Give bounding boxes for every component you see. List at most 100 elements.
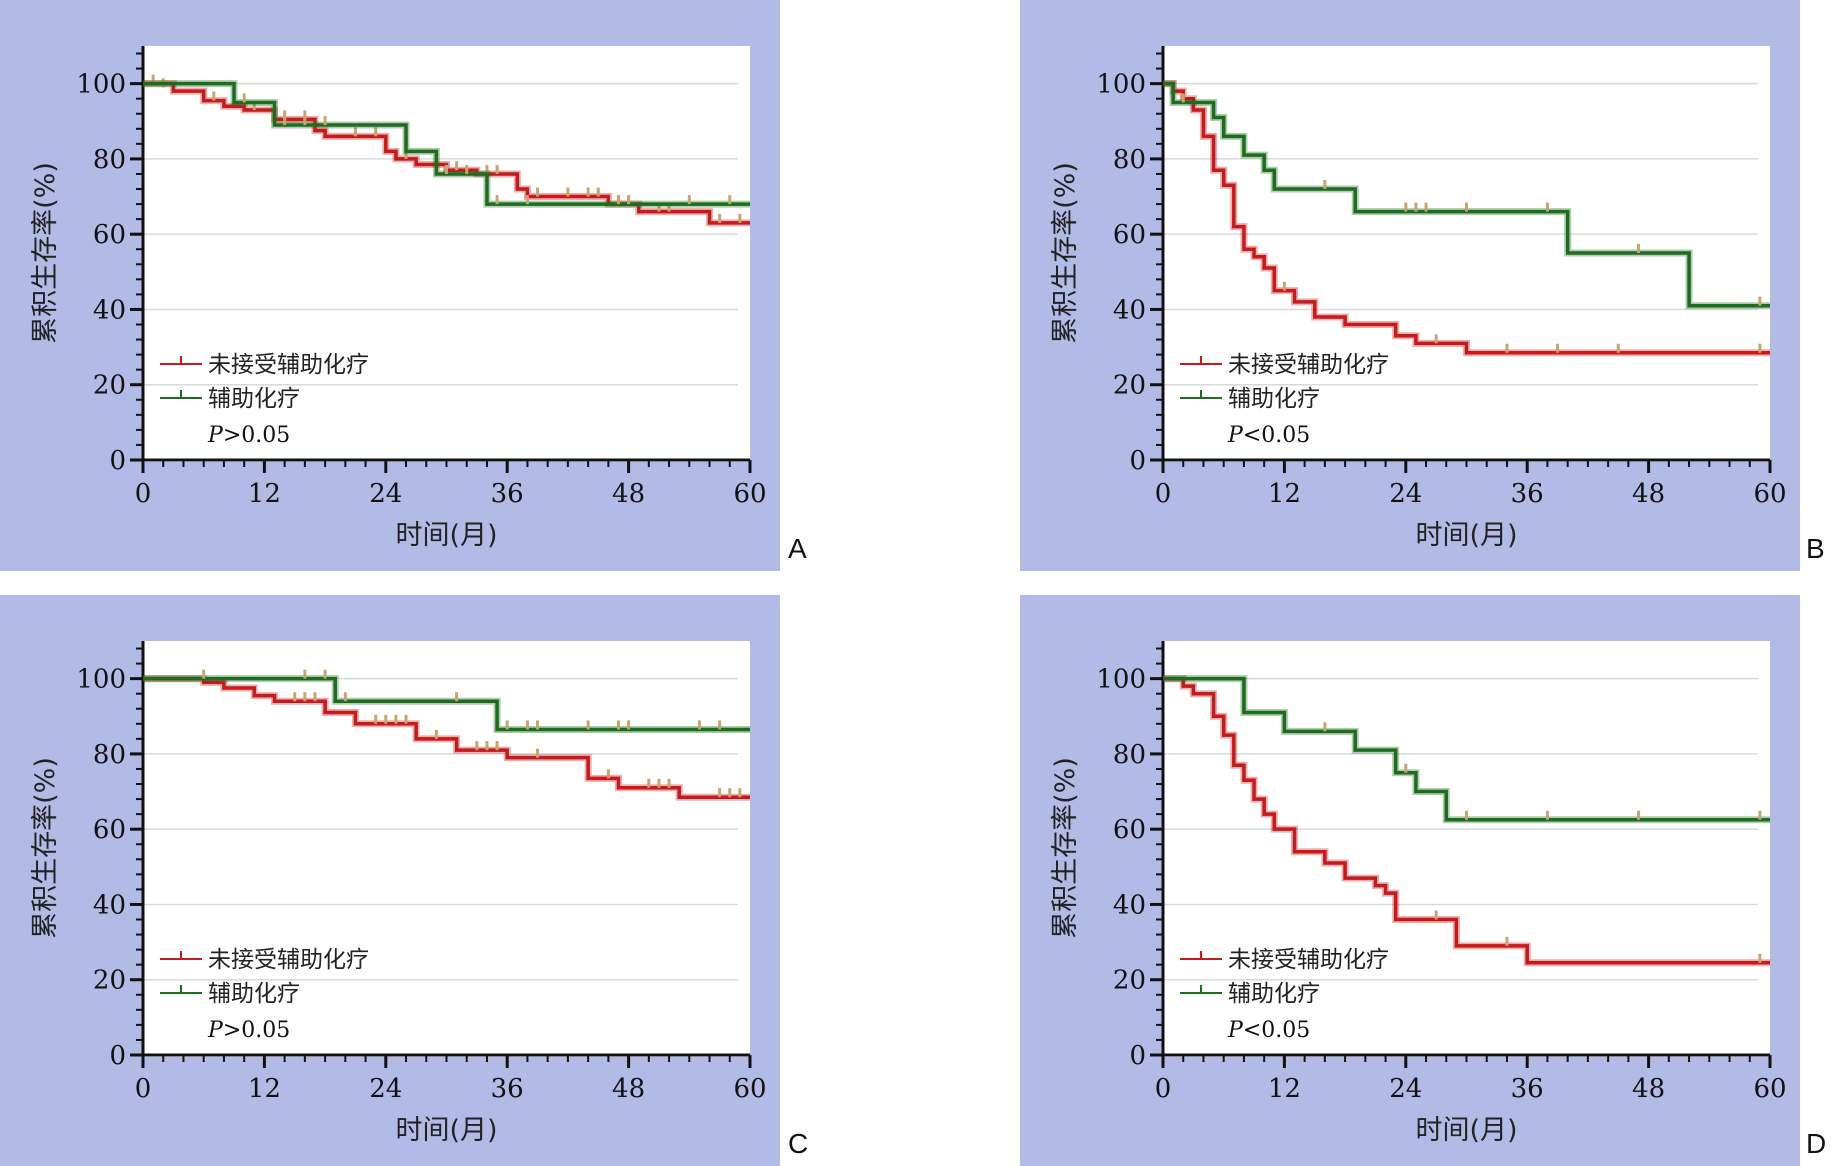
km-chart-b: 0 20 40 60 80 100 0 12 24 36 48 60 时间(月) 累积生存率(%) 未接受辅…: [1050, 46, 1787, 551]
y-tick-label: 100: [76, 665, 126, 695]
y-tick-label: 20: [93, 371, 126, 401]
y-tick-label: 100: [1096, 665, 1146, 695]
y-tick-label: 20: [93, 966, 126, 996]
series-no-chemo: [1163, 675, 1770, 967]
x-tick-label: 36: [491, 479, 524, 509]
x-tick-label: 60: [1753, 1074, 1786, 1104]
p-value: P<0.05: [1227, 423, 1310, 448]
legend-label: 辅助化疗: [208, 981, 300, 1007]
legend-label: 未接受辅助化疗: [1228, 947, 1389, 973]
y-tick-label: 60: [93, 815, 126, 845]
panel-b: 0 20 40 60 80 100 0 12 24 36 48 60 时间(月) 累积生存率(%) 未接受辅…: [1020, 0, 1800, 571]
x-tick-label: 0: [1155, 479, 1172, 509]
y-tick-label: 40: [93, 295, 126, 325]
y-tick-label: 60: [93, 220, 126, 250]
km-chart-a: 0 20 40 60 80 100 0 12 24 36 48 60 时间(月) 累积生存率(%) 未接受辅…: [30, 46, 767, 551]
x-tick-label: 0: [135, 1074, 152, 1104]
y-tick-label: 20: [1113, 966, 1146, 996]
km-chart-d: 0 20 40 60 80 100 0 12 24 36 48 60 时间(月) 累积生存率(%) 未接受辅…: [1050, 641, 1787, 1146]
survival-curve: [1163, 676, 1770, 822]
p-value: P<0.05: [1227, 1018, 1310, 1043]
survival-curve: [143, 81, 750, 206]
x-tick-label: 12: [248, 479, 281, 509]
legend-item: 未接受辅助化疗: [160, 947, 369, 973]
y-tick-label: 100: [1096, 70, 1146, 100]
survival-curve: [143, 676, 750, 732]
x-tick-label: 36: [1511, 1074, 1544, 1104]
legend-label: 辅助化疗: [1228, 386, 1320, 412]
y-axis-title: 累积生存率(%): [30, 162, 61, 344]
x-axis-title: 时间(月): [1415, 1115, 1517, 1146]
panel-c: 0 20 40 60 80 100 0 12 24 36 48 60 时间(月) 累积生存率(%) 未接受辅…: [0, 595, 780, 1166]
y-axis-title: 累积生存率(%): [1050, 757, 1081, 939]
panel-letter-c: C: [788, 1128, 809, 1159]
x-axis-title: 时间(月): [395, 520, 497, 551]
p-value: P>0.05: [207, 423, 290, 448]
panel-d: 0 20 40 60 80 100 0 12 24 36 48 60 时间(月) 累积生存率(%) 未接受辅…: [1020, 595, 1800, 1166]
y-tick-label: 20: [1113, 371, 1146, 401]
p-value: P>0.05: [207, 1018, 290, 1043]
panel-letter-d: D: [1806, 1128, 1827, 1159]
legend-label: 辅助化疗: [208, 386, 300, 412]
series-chemo: [1163, 675, 1770, 824]
y-tick-label: 60: [1113, 220, 1146, 250]
legend-item: 未接受辅助化疗: [1180, 352, 1389, 378]
x-tick-label: 24: [1389, 479, 1422, 509]
survival-curve: [1163, 81, 1770, 355]
legend-item: 辅助化疗: [1180, 386, 1320, 412]
x-tick-label: 48: [612, 479, 645, 509]
x-tick-label: 48: [1632, 1074, 1665, 1104]
km-chart-c: 0 20 40 60 80 100 0 12 24 36 48 60 时间(月) 累积生存率(%) 未接受辅…: [30, 641, 767, 1146]
x-tick-label: 60: [733, 479, 766, 509]
legend-label: 辅助化疗: [1228, 981, 1320, 1007]
survival-curve: [1163, 81, 1770, 308]
panel-a: 0 20 40 60 80 100 0 12 24 36 48 60 时间(月) 累积生存率(%) 未接受辅…: [0, 0, 780, 571]
series-no-chemo: [143, 74, 750, 227]
x-axis-title: 时间(月): [395, 1115, 497, 1146]
legend-label: 未接受辅助化疗: [1228, 352, 1389, 378]
y-tick-label: 0: [1129, 446, 1146, 476]
legend-item: 辅助化疗: [1180, 981, 1320, 1007]
panel-letter-a: A: [788, 533, 807, 564]
survival-curve: [143, 81, 750, 225]
y-tick-label: 0: [109, 1041, 126, 1071]
plot-area: [1163, 641, 1770, 1057]
y-tick-label: 60: [1113, 815, 1146, 845]
x-tick-label: 60: [1753, 479, 1786, 509]
y-tick-label: 80: [93, 740, 126, 770]
y-tick-label: 40: [93, 890, 126, 920]
x-tick-label: 12: [248, 1074, 281, 1104]
panel-letter-b: B: [1806, 533, 1825, 564]
x-tick-label: 24: [369, 1074, 402, 1104]
legend-item: 辅助化疗: [160, 981, 300, 1007]
x-tick-label: 12: [1268, 479, 1301, 509]
legend-item: 未接受辅助化疗: [1180, 947, 1389, 973]
x-tick-label: 0: [1155, 1074, 1172, 1104]
legend-label: 未接受辅助化疗: [208, 352, 369, 378]
y-tick-label: 0: [109, 446, 126, 476]
x-tick-label: 48: [612, 1074, 645, 1104]
y-tick-label: 80: [1113, 740, 1146, 770]
series-no-chemo: [143, 675, 750, 801]
plot-area: [143, 46, 750, 462]
y-axis-title: 累积生存率(%): [1050, 162, 1081, 344]
x-tick-label: 36: [491, 1074, 524, 1104]
x-tick-label: 24: [369, 479, 402, 509]
y-tick-label: 40: [1113, 890, 1146, 920]
x-tick-label: 48: [1632, 479, 1665, 509]
y-tick-label: 80: [1113, 145, 1146, 175]
x-axis-title: 时间(月): [1415, 520, 1517, 551]
x-tick-label: 36: [1511, 479, 1544, 509]
legend-item: 辅助化疗: [160, 386, 300, 412]
series-chemo: [143, 80, 750, 208]
series-chemo: [143, 669, 750, 733]
series-chemo: [1163, 80, 1770, 310]
series-no-chemo: [1163, 80, 1770, 357]
x-tick-label: 60: [733, 1074, 766, 1104]
y-tick-label: 100: [76, 70, 126, 100]
x-tick-label: 12: [1268, 1074, 1301, 1104]
y-axis-title: 累积生存率(%): [30, 757, 61, 939]
legend-label: 未接受辅助化疗: [208, 947, 369, 973]
y-tick-label: 0: [1129, 1041, 1146, 1071]
y-tick-label: 80: [93, 145, 126, 175]
